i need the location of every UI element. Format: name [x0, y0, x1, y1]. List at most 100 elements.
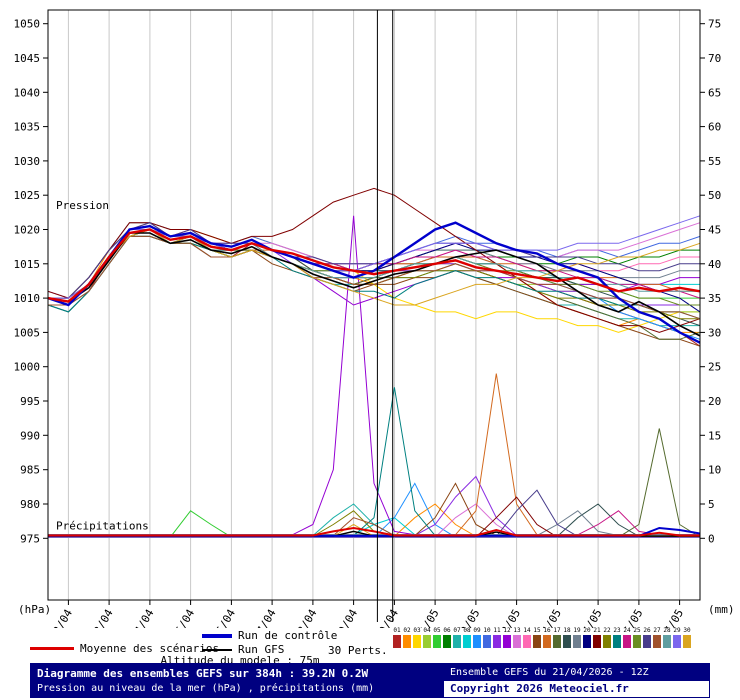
member-color-square: [423, 635, 431, 648]
legend-item-control: Run de contrôle: [202, 629, 337, 642]
svg-text:65: 65: [708, 86, 721, 99]
member-number: 02: [403, 627, 411, 634]
member-color-square: [523, 635, 531, 648]
svg-text:60: 60: [708, 121, 721, 134]
member-number: 14: [523, 627, 531, 634]
svg-text:1020: 1020: [14, 224, 41, 237]
svg-text:1050: 1050: [14, 18, 41, 31]
member-number: 05: [433, 627, 441, 634]
member-color-square: [473, 635, 481, 648]
control-line-swatch: [202, 633, 232, 638]
member-swatch: 03: [412, 627, 422, 648]
svg-text:06/05: 06/05: [618, 607, 646, 628]
member-swatch: 17: [552, 627, 562, 648]
member-color-square: [433, 635, 441, 648]
member-number: 22: [603, 627, 611, 634]
ensemble-chart: 22/04 23/04 24/04 25/04 26/04 27/04 28/04 29/04…: [14, 9, 735, 628]
member-number: 20: [583, 627, 591, 634]
svg-text:15: 15: [708, 429, 721, 442]
member-swatch: 19: [572, 627, 582, 648]
member-swatch: 21: [592, 627, 602, 648]
chart-info-box: Diagramme des ensembles GEFS sur 384h : …: [30, 663, 443, 698]
svg-text:1040: 1040: [14, 86, 41, 99]
svg-text:45: 45: [708, 224, 721, 237]
run-info-label: Ensemble GEFS du 21/04/2026 - 12Z: [444, 664, 709, 681]
svg-text:1015: 1015: [14, 258, 41, 271]
member-color-square: [563, 635, 571, 648]
member-color-square: [483, 635, 491, 648]
member-color-square: [573, 635, 581, 648]
svg-text:01/05: 01/05: [414, 607, 442, 628]
member-number: 09: [473, 627, 481, 634]
gfs-line-swatch: [202, 648, 232, 651]
member-color-square: [643, 635, 651, 648]
svg-text:1000: 1000: [14, 361, 41, 374]
member-color-square: [393, 635, 401, 648]
member-swatch: 16: [542, 627, 552, 648]
svg-text:10: 10: [708, 464, 721, 477]
legend-mean-label: Moyenne des scénarios: [80, 642, 220, 655]
member-color-legend: 01 02 03 04 05 06 07 08 09 10 11 12 13 14 15 16 17 18 19 20…: [392, 627, 692, 648]
svg-text:0: 0: [708, 532, 715, 545]
member-swatch: 12: [502, 627, 512, 648]
chart-title: Diagramme des ensembles GEFS sur 384h : …: [37, 667, 369, 680]
member-color-square: [493, 635, 501, 648]
svg-text:28/04: 28/04: [292, 607, 320, 628]
member-number: 11: [493, 627, 501, 634]
member-swatch: 25: [632, 627, 642, 648]
member-color-square: [683, 635, 691, 648]
member-swatch: 18: [562, 627, 572, 648]
svg-text:75: 75: [708, 18, 721, 31]
member-swatch: 23: [612, 627, 622, 648]
member-color-square: [603, 635, 611, 648]
member-swatch: 07: [452, 627, 462, 648]
member-number: 12: [503, 627, 511, 634]
svg-text:35: 35: [708, 292, 721, 305]
member-number: 03: [413, 627, 421, 634]
member-number: 29: [673, 627, 681, 634]
member-color-square: [403, 635, 411, 648]
svg-text:25: 25: [708, 361, 721, 374]
member-color-square: [593, 635, 601, 648]
member-swatch: 15: [532, 627, 542, 648]
svg-text:23/04: 23/04: [88, 607, 116, 628]
chart-footer: Diagramme des ensembles GEFS sur 384h : …: [0, 663, 740, 700]
member-number: 26: [643, 627, 651, 634]
svg-text:1035: 1035: [14, 121, 41, 134]
member-swatch: 20: [582, 627, 592, 648]
member-number: 27: [653, 627, 661, 634]
member-number: 07: [453, 627, 461, 634]
svg-text:Pression: Pression: [56, 199, 109, 212]
svg-text:1030: 1030: [14, 155, 41, 168]
member-swatch: 27: [652, 627, 662, 648]
member-number: 01: [393, 627, 401, 634]
svg-text:07/05: 07/05: [658, 607, 686, 628]
legend-item-gfs: Run GFS: [202, 643, 284, 656]
member-swatch: 29: [672, 627, 682, 648]
member-swatch: 30: [682, 627, 692, 648]
svg-text:1025: 1025: [14, 189, 41, 202]
svg-text:(mm): (mm): [708, 603, 735, 616]
member-color-square: [513, 635, 521, 648]
svg-text:995: 995: [20, 395, 40, 408]
member-swatch: 24: [622, 627, 632, 648]
svg-text:(hPa): (hPa): [18, 603, 51, 616]
svg-text:1005: 1005: [14, 326, 41, 339]
svg-text:Précipitations: Précipitations: [56, 519, 149, 532]
member-color-square: [543, 635, 551, 648]
svg-text:55: 55: [708, 155, 721, 168]
member-color-square: [503, 635, 511, 648]
svg-text:24/04: 24/04: [129, 607, 157, 628]
svg-text:29/04: 29/04: [332, 607, 360, 628]
member-number: 19: [573, 627, 581, 634]
mean-line-swatch: [30, 647, 74, 650]
svg-text:50: 50: [708, 189, 721, 202]
svg-text:5: 5: [708, 498, 715, 511]
svg-text:05/05: 05/05: [577, 607, 605, 628]
copyright-label: Copyright 2026 Meteociel.fr: [444, 681, 709, 697]
legend-item-mean: Moyenne des scénarios: [30, 642, 219, 655]
member-swatch: 13: [512, 627, 522, 648]
member-number: 04: [423, 627, 431, 634]
member-color-square: [533, 635, 541, 648]
svg-text:25/04: 25/04: [169, 607, 197, 628]
